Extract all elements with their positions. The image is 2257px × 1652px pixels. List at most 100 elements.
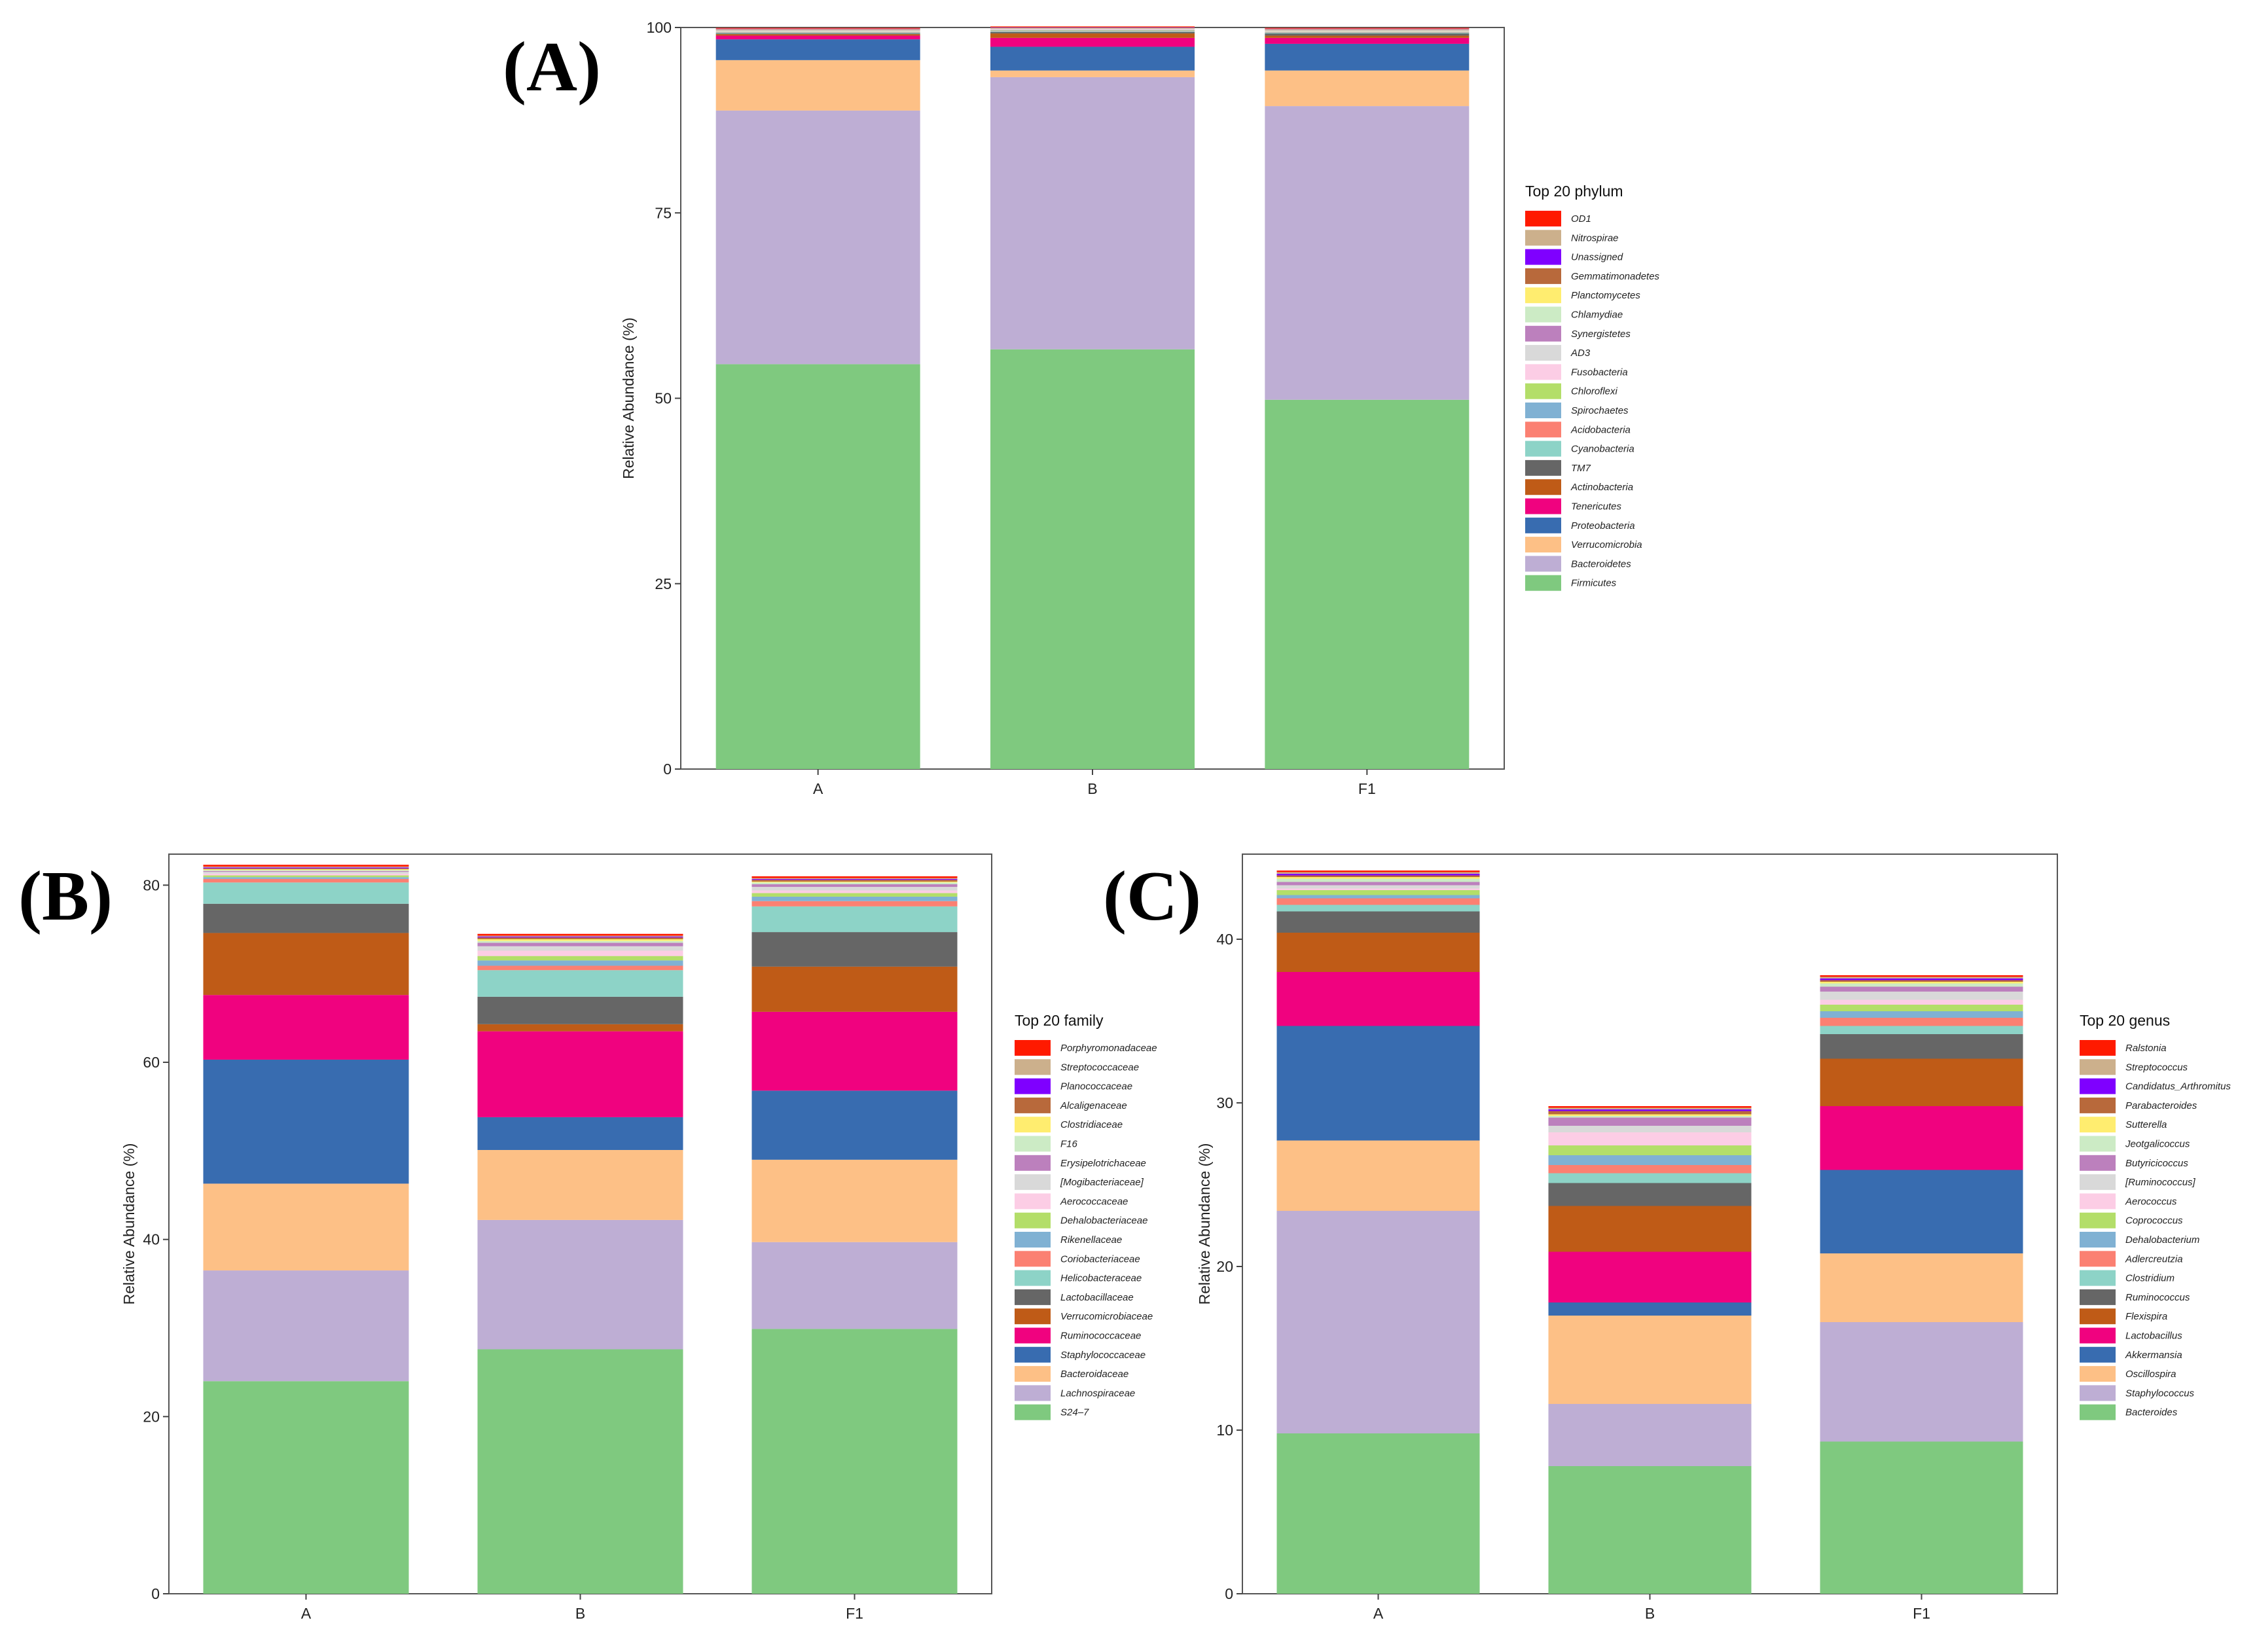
y-tick-label: 60 <box>143 1054 160 1071</box>
legend-item-label: Fusobacteria <box>1571 367 1628 378</box>
bar-segment <box>715 31 920 32</box>
bar-segment <box>715 31 920 32</box>
bar-segment <box>715 29 920 31</box>
legend-swatch <box>1015 1270 1051 1286</box>
legend-swatch <box>2080 1059 2116 1075</box>
bar-segment <box>477 960 683 966</box>
panel-label: (A) <box>503 28 601 106</box>
legend-swatch <box>1525 556 1561 572</box>
legend-swatch <box>2080 1308 2116 1325</box>
legend-item-label: Ruminococcus <box>2125 1292 2190 1303</box>
bar-segment <box>1276 878 1480 882</box>
bar-segment <box>1276 911 1480 933</box>
bar-segment <box>1276 882 1480 886</box>
legend-item-label: Bacteroides <box>2125 1407 2178 1418</box>
legend-item-label: Lactobacillaceae <box>1060 1292 1134 1303</box>
y-tick-label: 30 <box>1216 1094 1233 1111</box>
legend-item-label: Streptococcus <box>2125 1062 2188 1073</box>
bar-segment <box>715 29 920 30</box>
bar-segment <box>203 867 409 869</box>
bar-segment <box>477 946 683 951</box>
legend-swatch <box>1525 517 1561 533</box>
bar-segment <box>1820 977 2023 979</box>
bar-segment <box>477 1349 683 1594</box>
bar-segment <box>990 37 1195 47</box>
bar-segment <box>990 29 1195 31</box>
legend-swatch <box>1525 575 1561 591</box>
bar-segment <box>751 878 958 880</box>
legend-swatch <box>1525 364 1561 380</box>
bar-segment <box>990 27 1195 29</box>
legend-item-label: Cyanobacteria <box>1571 444 1634 455</box>
legend-item-label: S24–7 <box>1060 1407 1089 1418</box>
panel-label: (C) <box>1103 857 1201 935</box>
legend-item-label: Synergistetes <box>1571 329 1631 340</box>
legend-swatch <box>1015 1212 1051 1229</box>
bar-segment <box>1820 1058 2023 1106</box>
x-tick-label: F1 <box>846 1605 863 1622</box>
legend-item-label: Helicobacteraceae <box>1060 1273 1142 1284</box>
legend-item-label: Clostridium <box>2125 1273 2175 1284</box>
bar-segment <box>751 893 958 897</box>
bar-segment <box>1265 37 1470 44</box>
bar-segment <box>990 31 1195 32</box>
x-tick-label: F1 <box>1913 1605 1930 1622</box>
bar-segment <box>1276 898 1480 905</box>
bar-segment <box>1276 905 1480 912</box>
bar-segment <box>1820 1026 2023 1034</box>
bar-segment <box>1276 871 1480 872</box>
bar-segment <box>203 873 409 876</box>
legend-swatch <box>1525 325 1561 342</box>
bar-segment <box>1548 1173 1752 1183</box>
bar-segment <box>203 877 409 879</box>
x-tick-label: F1 <box>1358 780 1376 797</box>
bar-segment <box>1820 980 2023 982</box>
legend-swatch <box>1015 1346 1051 1363</box>
bar-segment <box>477 1024 683 1032</box>
legend-swatch <box>2080 1289 2116 1305</box>
bar-segment <box>477 970 683 997</box>
bar-segment <box>751 896 958 901</box>
legend-item-label: TM7 <box>1571 463 1591 474</box>
bar-segment <box>990 29 1195 30</box>
legend-swatch <box>1015 1251 1051 1267</box>
bar-segment <box>477 941 683 943</box>
bar-segment <box>1276 1026 1480 1141</box>
bar-segment <box>477 965 683 971</box>
bar-segment <box>1548 1145 1752 1155</box>
legend-swatch <box>1015 1289 1051 1305</box>
bar-segment <box>477 950 683 956</box>
bar-segment <box>990 33 1195 38</box>
bar-segment <box>203 872 409 874</box>
legend-item-label: Unassigned <box>1571 252 1623 263</box>
bar-segment <box>1548 1165 1752 1174</box>
bar-segment <box>203 995 409 1060</box>
bar-segment <box>1548 1155 1752 1165</box>
legend-item-label: Dehalobacterium <box>2125 1234 2199 1246</box>
legend-swatch <box>1015 1366 1051 1382</box>
bar-segment <box>715 31 920 33</box>
legend-swatch <box>1525 403 1561 418</box>
bar-segment <box>1548 1114 1752 1116</box>
bar-segment <box>203 882 409 904</box>
bar-segment <box>715 32 920 33</box>
legend-swatch <box>1525 537 1561 553</box>
legend-title: Top 20 phylum <box>1525 183 1623 200</box>
legend-item-label: Planctomycetes <box>1571 290 1640 301</box>
legend-swatch <box>2080 1346 2116 1363</box>
bar-segment <box>1276 1140 1480 1211</box>
legend-item-label: Spirochaetes <box>1571 405 1629 416</box>
legend-item-label: Firmicutes <box>1571 578 1617 589</box>
legend-swatch <box>1525 268 1561 284</box>
bar-segment <box>1276 1433 1480 1594</box>
bar-segment <box>990 70 1195 77</box>
y-axis-title: Relative Abundance (%) <box>120 1143 137 1305</box>
bar-segment <box>1276 874 1480 876</box>
bar-segment <box>751 1242 958 1329</box>
bar-segment <box>477 1219 683 1350</box>
legend-item-label: Bacteroidetes <box>1571 558 1631 569</box>
bar-segment <box>751 887 958 891</box>
bar-segment <box>477 937 683 939</box>
legend-item-label: Akkermansia <box>2125 1350 2182 1361</box>
bar-segment <box>477 1031 683 1117</box>
